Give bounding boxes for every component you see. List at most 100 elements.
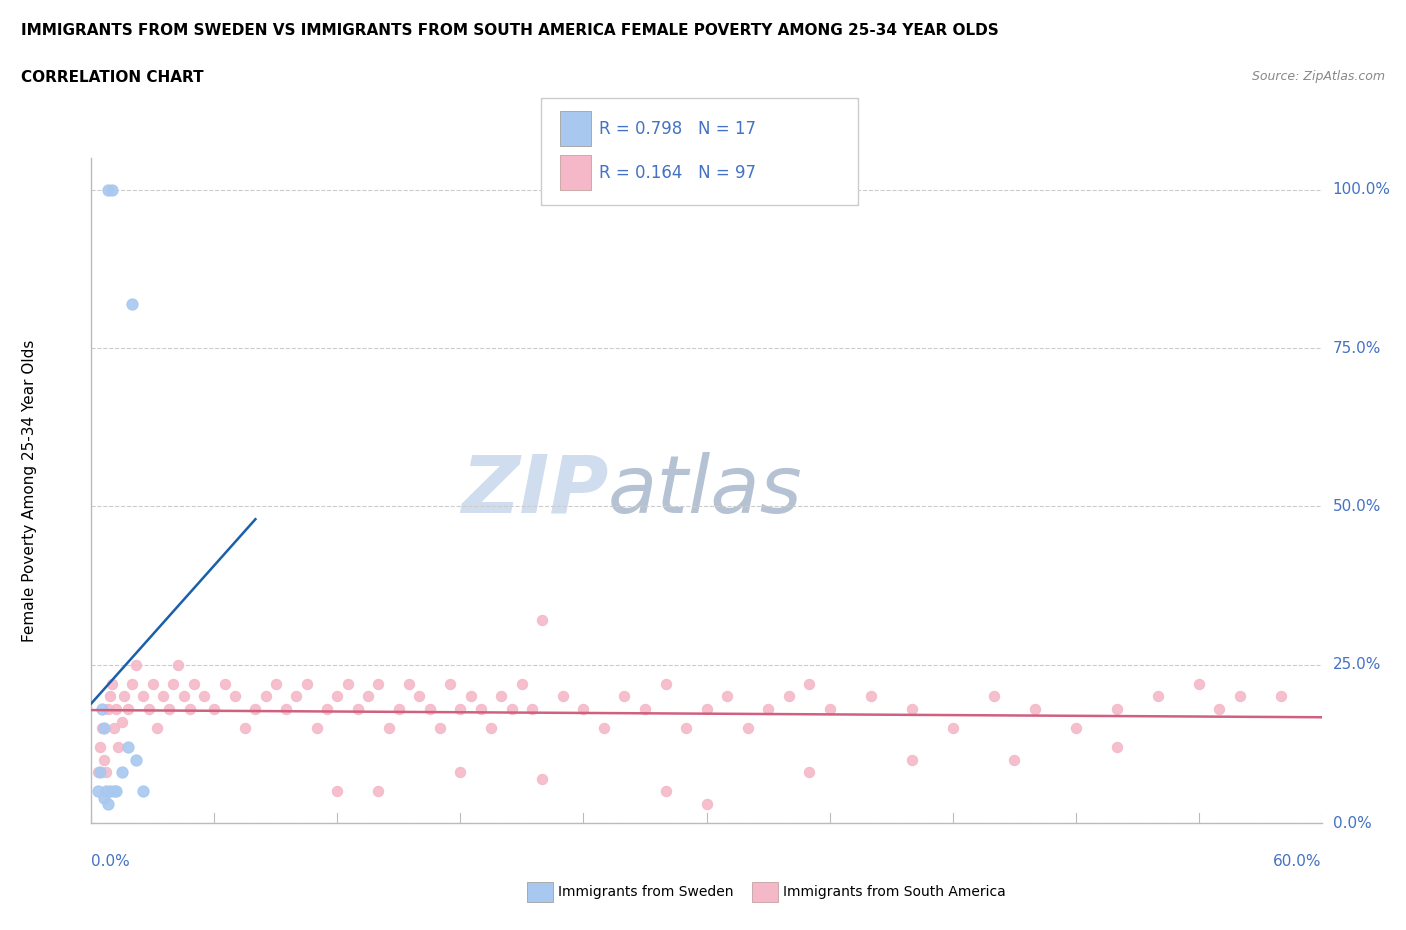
Point [157,701,180,716]
Point [245,701,267,716]
Point [121,676,143,691]
Point [183,676,205,691]
Point [900,701,922,716]
Point [1024,701,1046,716]
Text: IMMIGRANTS FROM SWEDEN VS IMMIGRANTS FROM SOUTH AMERICA FEMALE POVERTY AMONG 25-: IMMIGRANTS FROM SWEDEN VS IMMIGRANTS FRO… [21,23,998,38]
Point [254,689,277,704]
Point [797,765,820,780]
Text: Immigrants from Sweden: Immigrants from Sweden [558,884,734,899]
Point [146,721,169,736]
Point [942,721,965,736]
Point [900,752,922,767]
Point [86,765,108,780]
Point [1105,701,1128,716]
Point [142,676,165,691]
Point [1105,739,1128,754]
Point [479,721,502,736]
Point [107,739,129,754]
Point [94,765,117,780]
Point [347,701,370,716]
Point [695,701,717,716]
Point [983,689,1005,704]
Point [336,676,359,691]
Point [152,689,174,704]
Point [89,739,111,754]
Point [654,784,676,799]
Point [551,689,574,704]
Point [408,689,430,704]
Point [510,676,533,691]
Point [572,701,595,716]
Point [276,701,298,716]
Point [859,689,882,704]
Point [233,721,256,736]
Point [593,721,616,736]
Point [97,182,120,197]
Point [326,689,349,704]
Point [125,658,148,672]
Point [179,701,201,716]
Point [377,721,399,736]
Point [295,676,318,691]
Point [531,771,554,786]
Point [193,689,215,704]
Point [470,701,492,716]
Point [97,797,120,812]
Point [138,701,160,716]
Point [98,689,121,704]
Point [316,701,339,716]
Point [613,689,636,704]
Point [166,658,188,672]
Point [654,676,676,691]
Point [818,701,841,716]
Point [224,689,246,704]
Point [97,701,120,716]
Text: 60.0%: 60.0% [1274,854,1322,869]
Point [105,784,127,799]
Point [716,689,738,704]
Point [111,765,134,780]
Text: 0.0%: 0.0% [1333,816,1371,830]
Point [125,752,148,767]
Point [305,721,328,736]
Point [103,721,125,736]
Text: Female Poverty Among 25-34 Year Olds: Female Poverty Among 25-34 Year Olds [22,339,38,642]
Text: 25.0%: 25.0% [1333,658,1381,672]
Text: Immigrants from South America: Immigrants from South America [783,884,1005,899]
Point [367,784,389,799]
Point [756,701,779,716]
Point [101,676,124,691]
Point [105,701,127,716]
Point [98,784,121,799]
Text: 100.0%: 100.0% [1333,182,1391,197]
Point [202,701,225,716]
Text: 50.0%: 50.0% [1333,498,1381,514]
Point [162,676,184,691]
Point [121,297,143,312]
Point [531,613,554,628]
Point [1208,701,1230,716]
Text: CORRELATION CHART: CORRELATION CHART [21,70,204,85]
Point [111,714,134,729]
Point [86,784,108,799]
Text: ZIP: ZIP [461,452,607,529]
Point [449,701,471,716]
Point [501,701,523,716]
Point [797,676,820,691]
Point [117,739,139,754]
Point [1187,676,1209,691]
Point [357,689,380,704]
Text: 75.0%: 75.0% [1333,340,1381,355]
Point [326,784,349,799]
Point [94,784,117,799]
Point [131,689,153,704]
Point [90,721,112,736]
Point [103,784,125,799]
Point [491,689,513,704]
Point [522,701,544,716]
Point [93,752,115,767]
Point [214,676,236,691]
Point [285,689,308,704]
Point [101,182,124,197]
Point [778,689,800,704]
